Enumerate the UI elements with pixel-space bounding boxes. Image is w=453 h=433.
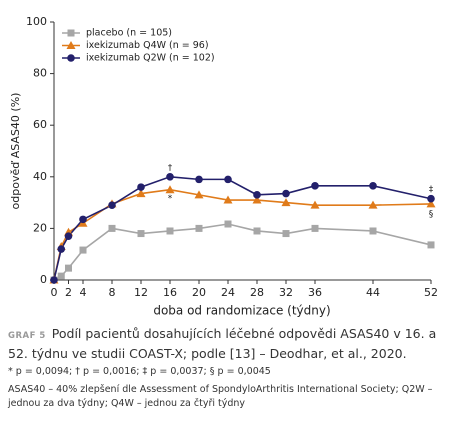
series-line	[53, 188, 432, 281]
marker	[281, 198, 291, 207]
y-tick-label: 0	[40, 273, 47, 286]
marker	[64, 232, 73, 240]
marker	[224, 175, 232, 184]
marker	[57, 272, 65, 280]
marker	[136, 189, 146, 198]
marker	[137, 230, 145, 238]
marker	[282, 230, 290, 238]
caption-text: Podíl pacientů dosahujících léčebné odpo…	[8, 326, 437, 361]
marker	[253, 227, 261, 235]
y-axis-label: odpověď ASAS40 (%)	[9, 93, 22, 210]
x-tick-label: 12	[134, 286, 148, 299]
caption-label: GRAF 5	[8, 331, 46, 341]
annotation: †	[168, 163, 173, 173]
marker	[252, 195, 262, 204]
marker	[67, 54, 75, 62]
marker	[195, 224, 203, 232]
x-tick-label: 32	[279, 286, 293, 299]
marker	[223, 195, 233, 204]
footnotes: * p = 0,0094; † p = 0,0016; ‡ p = 0,0037…	[8, 366, 271, 377]
annotation: §	[429, 210, 434, 220]
marker	[108, 201, 116, 209]
caption: GRAF 5 Podíl pacientů dosahujících léčebn…	[8, 325, 448, 411]
marker	[282, 189, 290, 198]
legend-label: ixekizumab Q2W (n = 102)	[86, 53, 215, 64]
legend-label: placebo (n = 105)	[86, 28, 172, 39]
x-tick-label: 8	[109, 286, 116, 299]
x-tick-label: 36	[308, 286, 322, 299]
marker	[253, 191, 261, 199]
marker	[67, 29, 75, 37]
marker	[369, 227, 377, 235]
marker	[79, 215, 87, 224]
marker	[66, 41, 76, 49]
x-tick-label: 4	[80, 286, 87, 299]
marker	[311, 182, 319, 190]
x-tick-label: 24	[221, 286, 235, 299]
annotation: ‡	[429, 185, 434, 195]
marker	[426, 199, 436, 208]
y-tick-label: 60	[33, 118, 47, 131]
marker	[137, 183, 145, 191]
x-tick-label: 0	[51, 286, 58, 299]
marker	[310, 200, 320, 209]
marker	[194, 190, 204, 199]
y-tick-label: 100	[26, 15, 47, 28]
marker	[427, 194, 435, 203]
x-tick-label: 44	[366, 286, 380, 299]
chart: odpověď ASAS40 (%) doba od randomizace (…	[9, 15, 438, 318]
legend-label: ixekizumab Q4W (n = 96)	[86, 40, 209, 51]
x-tick-label: 28	[250, 286, 264, 299]
marker	[108, 224, 116, 232]
marker	[165, 185, 175, 194]
annotation: *	[168, 194, 173, 204]
marker	[224, 220, 232, 228]
marker	[79, 246, 87, 254]
marker	[57, 245, 66, 253]
marker	[166, 227, 174, 235]
y-tick-label: 40	[33, 170, 47, 183]
marker	[50, 276, 58, 284]
y-tick-label: 20	[33, 221, 47, 234]
abbreviations: ASAS40 – 40% zlepšení dle Assessment of …	[8, 384, 433, 409]
x-tick-label: 2	[65, 286, 72, 299]
marker	[65, 264, 72, 272]
marker	[427, 241, 435, 249]
marker	[166, 173, 174, 181]
marker	[195, 175, 203, 184]
x-tick-label: 20	[192, 286, 206, 299]
marker	[311, 224, 319, 232]
x-axis-label: doba od randomizace (týdny)	[153, 304, 330, 318]
caption-title: GRAF 5 Podíl pacientů dosahujících léčebn…	[8, 325, 448, 362]
x-tick-label: 16	[163, 286, 177, 299]
marker	[369, 182, 377, 190]
y-tick-label: 80	[33, 67, 47, 80]
marker	[368, 200, 378, 209]
x-tick-label: 52	[424, 286, 438, 299]
